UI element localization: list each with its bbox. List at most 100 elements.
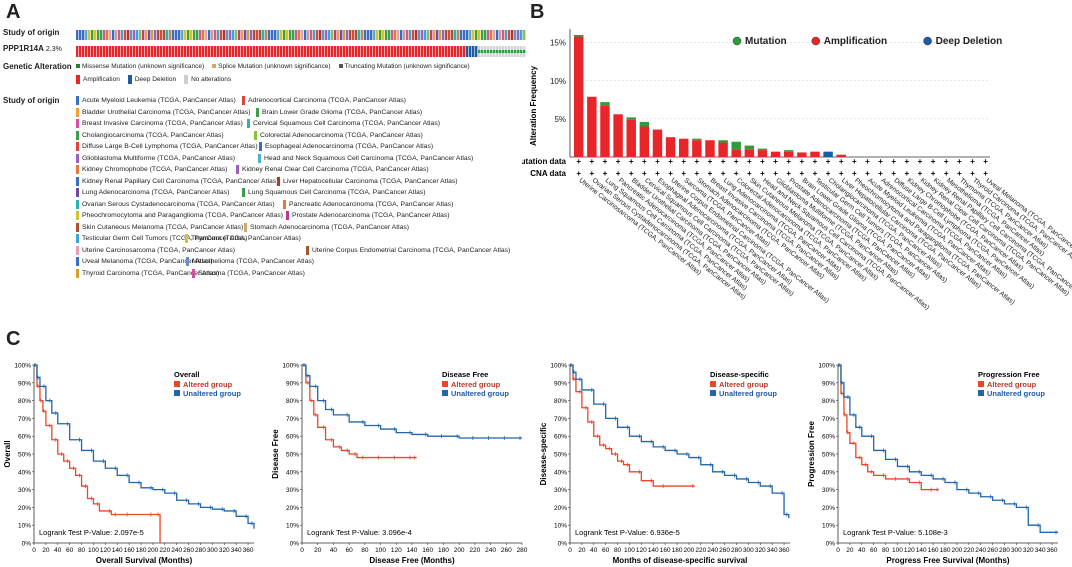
x-tick-label: 120 [100,547,111,554]
study-legend-item: Testicular Germ Cell Tumors (TCGA, PanCa… [76,234,247,243]
study-track-cell [484,30,487,40]
y-tick-label: 10% [554,523,567,530]
x-tick-label: 80 [614,547,622,554]
study-legend-label: Cervical Squamous Cell Carcinoma (TCGA, … [253,120,440,127]
x-tick-label: 240 [171,547,182,554]
legend-label: Deep Deletion [936,36,1003,47]
study-track-cell [82,30,85,40]
study-legend-item: Sarcoma (TCGA, PanCancer Atlas) [192,268,305,278]
study-legend-swatch [186,257,189,266]
gene-track-cell [379,46,382,57]
study-legend-swatch [76,257,79,266]
study-track-cell [211,30,214,40]
study-track-cell [127,30,130,40]
gene-track-cell [469,46,472,57]
study-track-cell [439,30,442,40]
gene-track-cell [247,46,250,57]
study-track-cell [100,30,103,40]
mutation-legend-item: Missense Mutation (unknown significance) [76,63,204,70]
mutation-data-marker: + [642,157,647,166]
study-track-cell [223,30,226,40]
bar-mutation [692,138,702,141]
legend-label: Mutation [745,36,787,47]
study-legend-swatch [76,188,79,197]
gene-track-cell [448,46,451,57]
x-tick-label: 180 [136,547,147,554]
x-axis-label: Progress Free Survival (Months) [886,556,1009,565]
study-track-cell [283,30,286,40]
study-legend-label: Skin Cutaneous Melanoma (TCGA, PanCancer… [82,223,244,231]
cna-data-marker: + [878,169,883,178]
x-tick-label: 180 [672,547,683,554]
x-tick-label: 120 [904,547,915,554]
study-track-cell [268,30,271,40]
mutation-data-marker: + [931,157,936,166]
gene-track-cell [145,46,148,57]
study-legend-label: Pheochromocytoma and Paraganglioma (TCGA… [82,212,283,219]
x-tick-label: 220 [159,547,170,554]
bar-amplification [639,126,650,157]
cna-data-marker: + [918,169,923,178]
study-track-cell [208,30,211,40]
x-tick-label: 60 [66,547,74,554]
study-legend-swatch [76,245,79,255]
study-legend-swatch [286,211,289,220]
gene-track-cell [322,46,325,57]
study-track-cell [382,30,385,40]
gene-label: PPP1R14A 2.3% [3,44,62,53]
study-track-cell [463,30,466,40]
gene-track-cell [325,46,328,57]
study-legend-item: Brain Lower Grade Glioma (TCGA, PanCance… [256,107,422,117]
gene-track-cell [217,46,220,57]
gene-track-cell [352,46,355,57]
y-tick-label: 10% [286,523,299,530]
cna-data-marker: + [681,169,686,178]
y-tick-label: 50% [822,452,835,459]
legend-marker [732,36,742,46]
x-tick-label: 200 [683,547,694,554]
gene-track-cell [235,46,238,57]
bar-amplification [626,119,636,157]
study-track-cell [253,30,256,40]
study-track-cell [364,30,367,40]
gene-track-cell [271,46,274,57]
cna-legend-item: Deep Deletion [127,75,176,84]
gene-track-cell [124,46,127,57]
gene-track-mutation [517,50,520,53]
y-tick-label: 30% [822,487,835,494]
study-track-cell [520,30,523,40]
gene-track-cell [202,46,205,57]
study-track-cell [496,30,499,40]
x-axis-label: Disease Free (Months) [369,556,455,565]
mutation-data-marker: + [695,157,700,166]
study-track-cell [115,30,118,40]
gene-track-mutation [484,50,487,53]
study-track-cell [403,30,406,40]
x-tick-label: 60 [602,547,610,554]
bar-mutation [574,35,584,37]
mutation-data-marker: + [826,157,831,166]
y-tick-label: 70% [18,416,31,423]
mutation-data-marker: + [865,157,870,166]
altered-group-curve [570,364,695,487]
study-track-cell [160,30,163,40]
x-tick-label: 340 [767,547,778,554]
km-legend-label: Unaltered group [719,389,777,398]
study-track-cell [85,30,88,40]
gene-track-cell [82,46,85,57]
altered-group-curve [838,364,940,491]
study-track-cell [337,30,340,40]
study-track-cell [217,30,220,40]
km-legend-label: Altered group [987,380,1037,389]
km-legend-swatch [174,390,180,396]
bar-amplification [665,137,676,157]
study-track-cell [454,30,457,40]
study-track-cell [475,30,478,40]
km-legend-label: Altered group [183,380,233,389]
bar-amplification [770,151,781,157]
study-legend-item: Pancreatic Adenocarcinoma (TCGA, PanCanc… [283,199,453,209]
bar-mutation [626,117,636,120]
gene-track-cell [442,46,445,57]
cna-data-marker: + [590,169,595,178]
km-legend-label: Unaltered group [451,389,509,398]
